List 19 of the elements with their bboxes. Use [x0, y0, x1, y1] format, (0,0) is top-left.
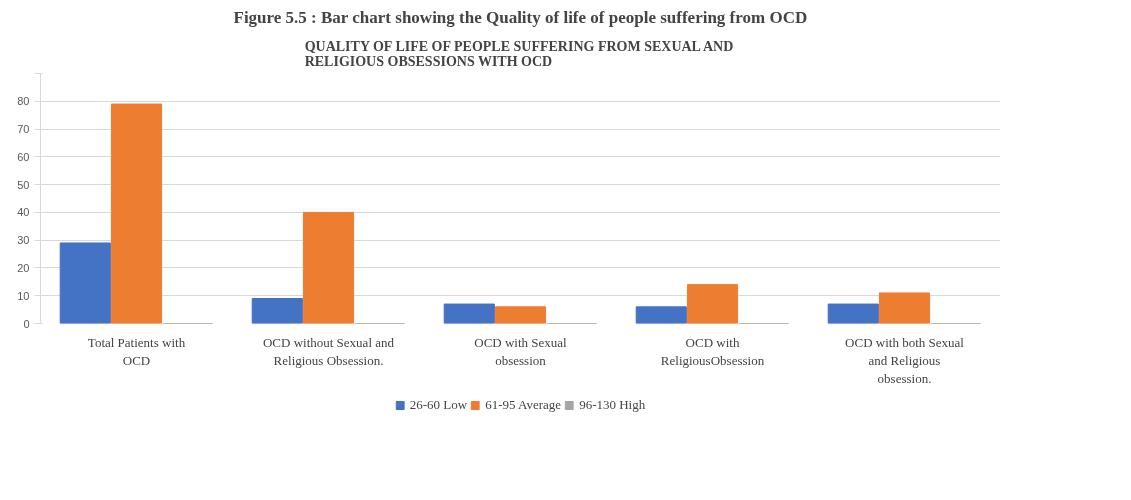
y-tick-label: 80 — [17, 95, 30, 108]
legend-label: 96-130 High — [579, 397, 646, 413]
y-tick-label: 0 — [23, 317, 30, 330]
y-tick-label: 30 — [17, 234, 30, 247]
y-tick-label: 70 — [17, 123, 30, 136]
caption: Figure 5.5 : Bar chart showing the Quality of life of people suffering from OCD — [233, 7, 808, 27]
y-tick-label: 40 — [17, 206, 30, 219]
chart-title: QUALITY OF LIFE OF PEOPLE SUFFERING FROM SEXUAL AND RELIGIOUS OBSESSIONS WITH OCD — [304, 38, 734, 69]
legend-label: 26-60 Low — [409, 397, 468, 413]
y-tick-label: 20 — [17, 261, 30, 274]
y-tick-label: 50 — [17, 178, 30, 191]
x-tick-label: OCD without Sexual and Religious Obsession. — [262, 334, 395, 368]
y-tick-label: 60 — [17, 150, 30, 163]
y-tick-label: 10 — [17, 289, 30, 302]
x-tick-label: OCD with ReligiousObsession — [660, 334, 765, 368]
legend-label: 61-95 Average — [485, 397, 562, 413]
x-tick-label: OCD with both Sexual and Religious obsession. — [845, 334, 965, 386]
x-tick-label: Total Patients with OCD — [87, 334, 186, 368]
x-tick-label: OCD with Sexual obsession — [474, 334, 568, 368]
